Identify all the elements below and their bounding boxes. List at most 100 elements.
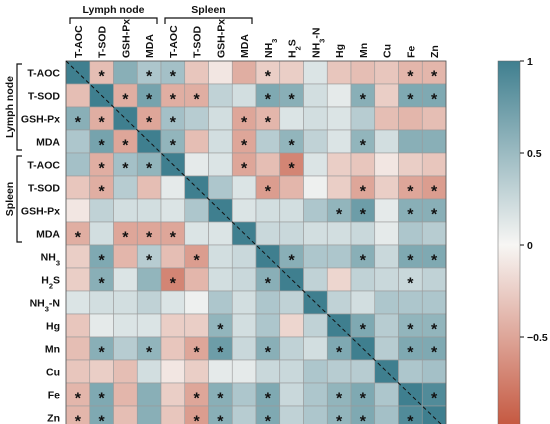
significance-star: * (194, 391, 201, 408)
colorbar-tick-label: 0.5 (527, 148, 542, 160)
heatmap-cell (255, 290, 281, 315)
significance-star: * (360, 207, 367, 224)
significance-star: * (75, 414, 82, 424)
significance-star: * (170, 276, 177, 293)
heatmap-cell (279, 198, 304, 223)
significance-star: * (360, 414, 367, 424)
significance-star: * (122, 92, 129, 109)
column-label: T-SOD (97, 25, 109, 58)
heatmap-cell (231, 359, 257, 384)
significance-star: * (336, 414, 343, 424)
group-label-left: Lymph node (4, 76, 16, 138)
heatmap-cell (231, 83, 257, 108)
row-label: Zn (47, 413, 60, 424)
significance-star: * (146, 230, 153, 247)
significance-star: * (99, 414, 106, 424)
heatmap-cell (113, 244, 138, 269)
heatmap-cell (65, 290, 91, 315)
heatmap-cell (255, 221, 281, 246)
heatmap-cell (231, 290, 257, 315)
significance-star: * (146, 92, 153, 109)
heatmap-cell (65, 175, 91, 200)
row-label: MDA (36, 137, 60, 149)
heatmap-cell (374, 106, 399, 131)
heatmap-cell (421, 359, 447, 384)
colorbar-tick-label: 0 (527, 240, 533, 252)
heatmap-cell (350, 60, 376, 85)
significance-star: * (336, 391, 343, 408)
heatmap-cell (279, 221, 304, 246)
significance-stars: * * * * * * * * * * * * * * * * * * * * * * * * * * * * * * * * * * * * * * * *… (75, 69, 438, 424)
colorbar-tick-label: −0.5 (527, 332, 548, 344)
significance-star: * (407, 69, 414, 86)
column-label: H2S (287, 39, 303, 58)
significance-star: * (99, 345, 106, 362)
significance-star: * (194, 345, 201, 362)
heatmap-border (65, 60, 447, 424)
significance-star: * (407, 207, 414, 224)
heatmap-cell (89, 198, 114, 223)
row-label: MDA (36, 229, 60, 241)
significance-star: * (170, 138, 177, 155)
heatmap-cell (303, 244, 328, 269)
heatmap-cell (374, 221, 399, 246)
significance-star: * (431, 207, 438, 224)
heatmap-cell (374, 267, 399, 292)
heatmap-cell (255, 198, 281, 223)
heatmap-cell (184, 106, 209, 131)
column-label: MDA (144, 34, 156, 58)
significance-star: * (170, 115, 177, 132)
column-label: T-SOD (192, 25, 204, 58)
heatmap-cell (65, 83, 91, 108)
row-label: T-AOC (27, 160, 60, 172)
group-label-left: Spleen (4, 182, 16, 216)
significance-star: * (99, 184, 106, 201)
significance-star: * (407, 253, 414, 270)
heatmap-cell (326, 129, 352, 154)
significance-star: * (265, 69, 272, 86)
group-bracket-top (164, 17, 253, 24)
significance-star: * (431, 184, 438, 201)
group-label-top: Lymph node (82, 4, 144, 16)
heatmap-cell (89, 313, 114, 338)
heatmap-cell (184, 129, 209, 154)
heatmap-cell (65, 267, 91, 292)
row-label: NH3 (41, 252, 60, 268)
column-label: Mn (358, 43, 370, 58)
heatmap-cell (303, 83, 328, 108)
heatmap-cell (136, 382, 162, 407)
column-label: Hg (334, 44, 346, 58)
significance-star: * (431, 253, 438, 270)
heatmap-cell (89, 221, 114, 246)
significance-star: * (217, 345, 224, 362)
significance-star: * (431, 92, 438, 109)
heatmap-cell (326, 83, 352, 108)
heatmap-cell (326, 290, 352, 315)
group-brackets: Lymph node Lymph node Spleen Spleen (4, 4, 253, 243)
significance-star: * (360, 253, 367, 270)
significance-star: * (265, 184, 272, 201)
heatmap-cell (113, 382, 138, 407)
significance-star: * (265, 391, 272, 408)
heatmap-cell (303, 359, 328, 384)
heatmap-cell (326, 106, 352, 131)
significance-star: * (241, 138, 248, 155)
heatmap-cell (184, 267, 209, 292)
heatmap-cell (303, 221, 328, 246)
significance-star: * (431, 322, 438, 339)
heatmap-cell (326, 152, 352, 177)
row-label: T-AOC (27, 68, 60, 80)
heatmap-cell (160, 175, 186, 200)
heatmap-cell (374, 198, 399, 223)
heatmap-cell (113, 198, 138, 223)
column-label: Zn (429, 45, 441, 58)
heatmap-cell (113, 60, 138, 85)
heatmap-cell (303, 198, 328, 223)
column-label: T-AOC (168, 25, 180, 58)
significance-star: * (75, 115, 82, 132)
heatmap-cell (184, 359, 209, 384)
heatmap-cell (136, 359, 162, 384)
heatmap-cell (208, 129, 233, 154)
significance-star: * (407, 276, 414, 293)
heatmap-cell (231, 405, 257, 424)
